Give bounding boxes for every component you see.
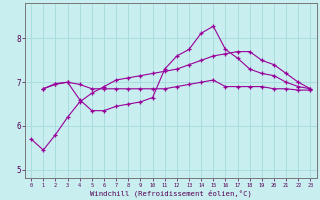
X-axis label: Windchill (Refroidissement éolien,°C): Windchill (Refroidissement éolien,°C) <box>90 189 252 197</box>
